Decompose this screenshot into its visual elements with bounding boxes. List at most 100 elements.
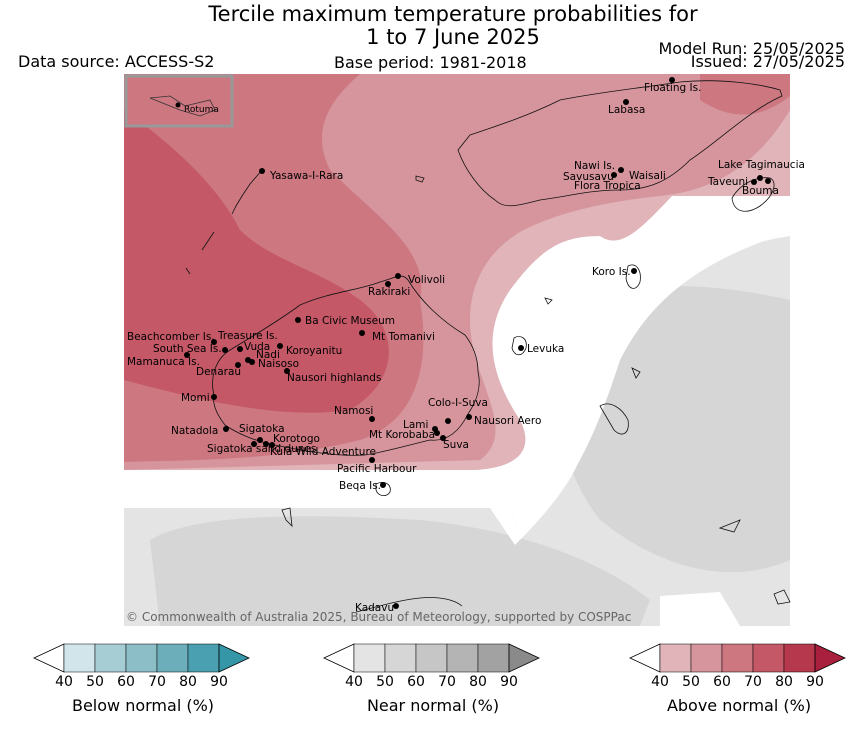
svg-text:Beachcomber Is.: Beachcomber Is. — [127, 331, 215, 343]
place-taveuni: Taveuni — [707, 176, 757, 188]
svg-text:Bouma: Bouma — [742, 185, 779, 197]
base-period: Base period: 1981-2018 — [334, 53, 527, 72]
place-mt-tomanivi: Mt Tomanivi — [359, 330, 435, 343]
colorbar-segment — [783, 643, 816, 673]
colorbar-ticks: 40 50 60 70 80 90 — [323, 674, 543, 690]
colorbar-extend-high — [508, 643, 540, 673]
place-nadi: Nadi — [249, 349, 280, 365]
legend-label: Below normal (%) — [71, 696, 215, 715]
svg-text:Sigatoka sand dunes: Sigatoka sand dunes — [207, 443, 316, 455]
colorbar-segment — [477, 643, 510, 673]
svg-text:Kula Wild Adventure: Kula Wild Adventure — [270, 446, 376, 458]
place-momi: Momi — [181, 392, 217, 404]
colorbar-extend-low — [33, 643, 65, 673]
svg-text:Lake Tagimaucia: Lake Tagimaucia — [718, 159, 805, 171]
place-suva: Suva — [440, 435, 469, 451]
place-waisali: Waisali — [629, 170, 666, 182]
svg-text:Savusavu: Savusavu — [563, 171, 614, 183]
colorbar-extend-low — [629, 643, 661, 673]
svg-text:Volivoli: Volivoli — [408, 274, 445, 286]
svg-text:Mamanuca Is.: Mamanuca Is. — [127, 356, 200, 368]
inset-label: Rotuma — [184, 105, 219, 115]
svg-text:Koroyanitu: Koroyanitu — [286, 345, 342, 357]
place-natadola: Natadola — [171, 425, 229, 437]
title-line2: 1 to 7 June 2025 — [366, 25, 540, 49]
colorbar-tick-label: 40 — [651, 674, 669, 690]
svg-text:Taveuni: Taveuni — [707, 176, 748, 188]
forecast-map: Rotuma Floating Is. Labasa Nawi Is. S — [124, 74, 805, 626]
place-flora-tropica: Flora Tropica — [574, 180, 641, 192]
colorbar-extend-high — [814, 643, 846, 673]
svg-text:Labasa: Labasa — [608, 104, 645, 116]
place-floating-is: Floating Is. — [644, 77, 701, 94]
copyright-text: © Commonwealth of Australia 2025, Bureau… — [126, 610, 631, 624]
place-naisoso: Naisoso — [258, 358, 299, 370]
svg-text:Levuka: Levuka — [527, 343, 564, 355]
place-nawi-is: Nawi Is. — [574, 160, 624, 173]
colorbar-ticks: 40 50 60 70 80 90 — [33, 674, 253, 690]
colorbar-segment — [384, 643, 417, 673]
colorbar-near-normal — [323, 643, 540, 673]
place-sigatoka-sand-dunes: Sigatoka sand dunes — [207, 441, 316, 455]
colorbar-tick-label: 60 — [713, 674, 731, 690]
place-bouma: Bouma — [742, 178, 779, 197]
svg-text:Colo-I-Suva: Colo-I-Suva — [428, 397, 488, 409]
colorbar-tick-label: 40 — [55, 674, 73, 690]
svg-text:Treasure Is.: Treasure Is. — [217, 330, 278, 342]
place-korotogo: Korotogo — [263, 433, 320, 447]
place-yasawa-i-rara: Yasawa-I-Rara — [259, 168, 343, 182]
colorbar-segment — [446, 643, 479, 673]
place-mt-korobaba: Mt Korobaba — [369, 429, 440, 441]
legend-above-normal: 40 50 60 70 80 90 Above normal (%) — [629, 643, 849, 733]
place-namosi: Namosi — [334, 405, 375, 422]
place-koroyanitu: Koroyanitu — [277, 343, 342, 357]
svg-text:Waisali: Waisali — [629, 170, 666, 182]
coastlines — [185, 80, 791, 613]
colorbar-tick-label: 80 — [469, 674, 487, 690]
place-nausori-aero: Nausori Aero — [466, 414, 541, 427]
place-markers: Floating Is. Labasa Nawi Is. Savusavu Wa… — [127, 77, 805, 614]
place-beachcomber-is: Beachcomber Is. — [127, 331, 217, 345]
place-ba-civic-museum: Ba Civic Museum — [295, 315, 395, 327]
colorbar-tick-label: 40 — [345, 674, 363, 690]
colorbar-segment — [415, 643, 448, 673]
svg-text:Lami: Lami — [403, 419, 428, 431]
colorbar-segment — [353, 643, 386, 673]
svg-text:Floating Is.: Floating Is. — [644, 82, 701, 94]
place-treasure-is: Treasure Is. — [217, 330, 278, 353]
svg-text:Koro Is.: Koro Is. — [592, 266, 631, 278]
place-volivoli: Volivoli — [395, 273, 445, 286]
place-sigatoka: Sigatoka — [239, 423, 285, 443]
svg-text:Korotogo: Korotogo — [273, 433, 320, 445]
place-rakiraki: Rakiraki — [368, 281, 410, 298]
colorbar-segment — [94, 643, 127, 673]
svg-text:Namosi: Namosi — [334, 405, 373, 417]
svg-text:Nausori highlands: Nausori highlands — [287, 372, 381, 384]
place-kula-wild-adventure: Kula Wild Adventure — [269, 442, 376, 458]
data-source: Data source: ACCESS-S2 — [18, 52, 215, 71]
colorbar-extend-low — [323, 643, 355, 673]
svg-text:Flora Tropica: Flora Tropica — [574, 180, 641, 192]
colorbar-segment — [125, 643, 158, 673]
place-beqa-is: Beqa Is. — [339, 480, 386, 492]
colorbar-tick-label: 90 — [210, 674, 228, 690]
svg-text:Nadi: Nadi — [256, 349, 280, 361]
colorbar-segment — [721, 643, 754, 673]
colorbar-segment — [156, 643, 189, 673]
svg-text:Momi: Momi — [181, 392, 210, 404]
colorbar-below-normal — [33, 643, 250, 673]
colorbar-tick-label: 70 — [148, 674, 166, 690]
svg-text:South Sea Is.: South Sea Is. — [153, 343, 222, 355]
colorbar-tick-label: 90 — [806, 674, 824, 690]
colorbar-tick-label: 70 — [438, 674, 456, 690]
svg-text:Beqa Is.: Beqa Is. — [339, 480, 381, 492]
svg-text:Ba Civic Museum: Ba Civic Museum — [305, 315, 395, 327]
place-denarau: Denarau — [196, 362, 241, 378]
title-line1: Tercile maximum temperature probabilitie… — [208, 2, 698, 26]
svg-text:Natadola: Natadola — [171, 425, 218, 437]
svg-text:Kadavu: Kadavu — [355, 602, 394, 614]
place-lake-tagimaucia: Lake Tagimaucia — [718, 159, 805, 181]
legend-label: Near normal (%) — [366, 696, 500, 715]
place-south-sea-is: South Sea Is. — [153, 343, 243, 355]
colorbar-tick-label: 60 — [407, 674, 425, 690]
